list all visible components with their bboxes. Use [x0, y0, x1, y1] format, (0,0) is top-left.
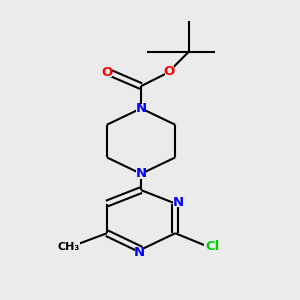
Bar: [57, 242, 80, 251]
Text: Cl: Cl: [205, 240, 220, 253]
Text: N: N: [173, 196, 184, 208]
Bar: [165, 67, 174, 76]
Bar: [136, 169, 146, 178]
Bar: [136, 103, 146, 113]
Text: O: O: [101, 66, 112, 79]
Text: N: N: [136, 102, 147, 115]
Text: CH₃: CH₃: [57, 242, 80, 252]
Bar: [102, 68, 112, 77]
Bar: [204, 242, 220, 251]
Bar: [135, 248, 144, 257]
Text: O: O: [164, 65, 175, 78]
Text: N: N: [134, 246, 145, 259]
Bar: [173, 197, 183, 207]
Text: N: N: [136, 167, 147, 180]
